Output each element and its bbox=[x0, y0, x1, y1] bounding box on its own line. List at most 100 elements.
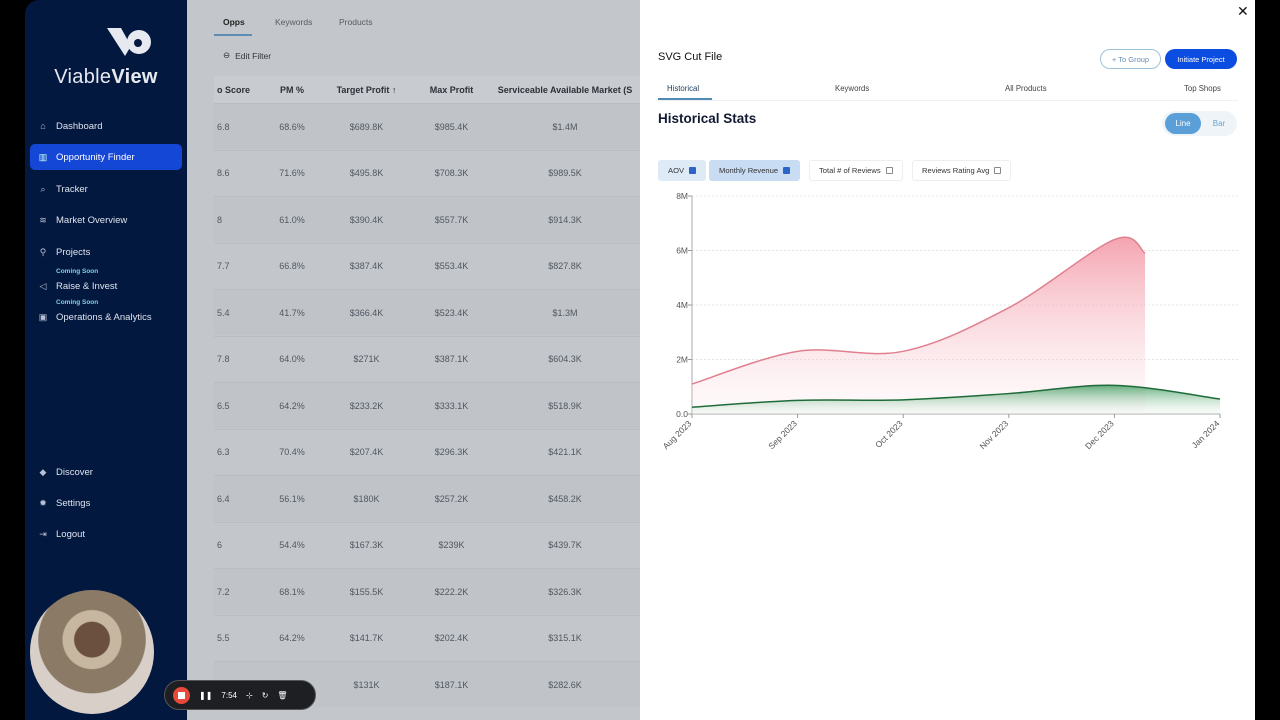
cell-target-profit: $387.4K bbox=[349, 261, 384, 271]
col-score[interactable]: o Score bbox=[217, 84, 251, 95]
col-target-profit[interactable]: Target Profit ↑ bbox=[336, 84, 397, 95]
checkbox[interactable] bbox=[689, 167, 697, 174]
cell-score: 7.7 bbox=[217, 261, 230, 271]
cell-score: 5.5 bbox=[217, 633, 230, 643]
label: Market Overview bbox=[56, 214, 128, 226]
table-row[interactable]: 6 54.4% $167.3K $239K $439.7K bbox=[214, 521, 640, 568]
label: Opportunity Finder bbox=[56, 151, 135, 163]
x-tick-label: Oct 2023 bbox=[873, 418, 905, 450]
checkbox[interactable] bbox=[885, 167, 893, 174]
close-icon[interactable]: ✕ bbox=[1237, 3, 1249, 19]
historical-chart: 0.0 2M 4M 6M 8M Aug 2023 Sep 2023 Oct 2023 Nov 2… bbox=[661, 191, 1238, 451]
cell-pm: 64.2% bbox=[279, 633, 305, 643]
table-row[interactable]: 7.7 66.8% $387.4K $553.4K $827.8K bbox=[214, 242, 640, 289]
cell-score: 6.8 bbox=[217, 121, 230, 132]
table-row[interactable]: 6.4 56.1% $180K $257.2K $458.2K bbox=[214, 475, 640, 521]
bar-button[interactable]: Bar bbox=[1212, 119, 1226, 128]
sidebar-item-raise-invest[interactable]: ◁ Raise & Invest bbox=[30, 273, 182, 299]
cell-sam: $421.1K bbox=[548, 447, 582, 457]
brand-bold: View bbox=[111, 66, 158, 88]
y-tick-label: 8M bbox=[676, 191, 688, 201]
cell-max-profit: $557.7K bbox=[434, 214, 469, 225]
cell-max-profit: $985.4K bbox=[434, 121, 469, 132]
tab-opps[interactable]: Opps bbox=[223, 17, 245, 27]
initiate-project-button[interactable]: Initiate Project bbox=[1165, 49, 1237, 69]
webcam-overlay bbox=[30, 590, 154, 714]
product-detail-panel: ✕ SVG Cut File + To Group Initiate Proje… bbox=[640, 0, 1255, 720]
col-max-profit[interactable]: Max Profit bbox=[429, 84, 474, 95]
sidebar-item-logout[interactable]: ⇥ Logout bbox=[30, 521, 182, 547]
tab-underline bbox=[214, 34, 252, 36]
sidebar-item-discover[interactable]: ◆ Discover bbox=[30, 459, 182, 485]
tab-products[interactable]: Products bbox=[339, 17, 373, 27]
cell-score: 6.3 bbox=[217, 447, 230, 457]
pause-icon[interactable]: ❚❚ bbox=[199, 690, 213, 700]
label: Discover bbox=[56, 466, 93, 478]
tab-keywords[interactable]: Keywords bbox=[835, 84, 870, 93]
edit-filter-label: Edit Filter bbox=[235, 50, 272, 61]
sidebar-item-operations-analytics[interactable]: ▣ Operations & Analytics bbox=[30, 304, 182, 330]
cell-target-profit: $689.8K bbox=[349, 121, 384, 132]
cell-target-profit: $131K bbox=[353, 679, 380, 690]
tab-top-shops[interactable]: Top Shops bbox=[1184, 84, 1221, 93]
tab-keywords[interactable]: Keywords bbox=[275, 17, 313, 27]
metric-reviews-rating-avg[interactable]: Reviews Rating Avg bbox=[912, 160, 1012, 181]
table-row[interactable]: 8 61.0% $390.4K $557.7K $914.3K bbox=[214, 196, 640, 242]
checkbox[interactable] bbox=[994, 167, 1002, 174]
sidebar-item-opportunity-finder[interactable]: ▥ Opportunity Finder bbox=[30, 144, 182, 170]
aov-line bbox=[691, 384, 1221, 408]
cell-max-profit: $257.2K bbox=[434, 493, 469, 504]
sidebar-item-market-overview[interactable]: ≋ Market Overview bbox=[30, 207, 182, 233]
x-tick-label: Sep 2023 bbox=[766, 418, 799, 451]
cell-max-profit: $553.4K bbox=[434, 261, 469, 271]
col-sam[interactable]: Serviceable Available Market (S bbox=[497, 84, 633, 95]
stop-record-button[interactable] bbox=[173, 686, 190, 704]
table-row[interactable]: 7.2 68.1% $155.5K $222.2K $326.3K bbox=[214, 568, 640, 614]
restart-icon[interactable]: ↻ bbox=[261, 690, 269, 700]
metric-total-reviews[interactable]: Total # of Reviews bbox=[809, 160, 903, 181]
table-row[interactable]: 8.6 71.6% $495.8K $708.3K $989.5K bbox=[214, 149, 640, 196]
table-row[interactable]: 5.5 64.2% $141.7K $202.4K $315.1K bbox=[214, 614, 640, 661]
trash-icon[interactable]: 🗑 bbox=[277, 690, 288, 700]
sidebar-item-settings[interactable]: ✹ Settings bbox=[30, 490, 182, 516]
edit-filter-button[interactable]: ⊖ Edit Filter bbox=[223, 50, 271, 61]
metric-monthly-revenue[interactable]: Monthly Revenue bbox=[709, 160, 801, 181]
line-button[interactable]: Line bbox=[1165, 113, 1201, 134]
col-pm[interactable]: PM % bbox=[279, 84, 304, 95]
table-row[interactable]: 6.3 70.4% $207.4K $296.3K $421.1K bbox=[214, 428, 640, 475]
cell-max-profit: $222.2K bbox=[434, 586, 469, 597]
table-row[interactable]: 6.8 68.6% $689.8K $985.4K $1.4M bbox=[214, 103, 640, 149]
cell-pm: 41.7% bbox=[279, 307, 305, 318]
cell-max-profit: $523.4K bbox=[434, 307, 469, 318]
cell-pm: 68.1% bbox=[279, 586, 305, 597]
y-tick-label: 2M bbox=[676, 355, 688, 365]
label: Dashboard bbox=[56, 120, 103, 132]
table-row[interactable]: 5.4 41.7% $366.4K $523.4K $1.3M bbox=[214, 289, 640, 335]
tab-all-products[interactable]: All Products bbox=[1005, 84, 1047, 93]
cell-score: 8 bbox=[217, 214, 223, 225]
table-row[interactable]: 6.5 64.2% $233.2K $333.1K $518.9K bbox=[214, 382, 640, 428]
table-row[interactable]: 7.8 64.0% $271K $387.1K $604.3K bbox=[214, 335, 640, 382]
layers-icon: ≋ bbox=[39, 214, 47, 225]
sidebar-item-tracker[interactable]: ⌕ Tracker bbox=[30, 176, 182, 202]
label: Tracker bbox=[56, 183, 88, 195]
sidebar-item-dashboard[interactable]: ⌂ Dashboard bbox=[30, 113, 182, 139]
cell-sam: $989.5K bbox=[548, 168, 582, 178]
gear-icon: ✹ bbox=[39, 497, 47, 508]
to-group-button[interactable]: + To Group bbox=[1100, 49, 1161, 69]
cell-sam: $315.1K bbox=[548, 633, 582, 643]
cell-target-profit: $271K bbox=[353, 354, 380, 364]
briefcase-icon: ▥ bbox=[38, 151, 48, 162]
cell-score: 7.2 bbox=[217, 586, 230, 597]
move-icon[interactable]: ⊹ bbox=[245, 690, 253, 700]
metric-aov[interactable]: AOV bbox=[658, 160, 707, 181]
sidebar-item-projects[interactable]: ⚲ Projects bbox=[30, 239, 182, 265]
tab-historical[interactable]: Historical bbox=[667, 84, 700, 93]
label: AOV bbox=[668, 166, 685, 175]
checkbox[interactable] bbox=[783, 167, 791, 174]
x-tick-label: Aug 2023 bbox=[661, 418, 694, 451]
recording-time: 7:54 bbox=[221, 690, 237, 700]
cell-pm: 54.4% bbox=[279, 540, 305, 550]
cell-pm: 71.6% bbox=[279, 168, 305, 178]
cell-target-profit: $233.2K bbox=[349, 400, 384, 411]
